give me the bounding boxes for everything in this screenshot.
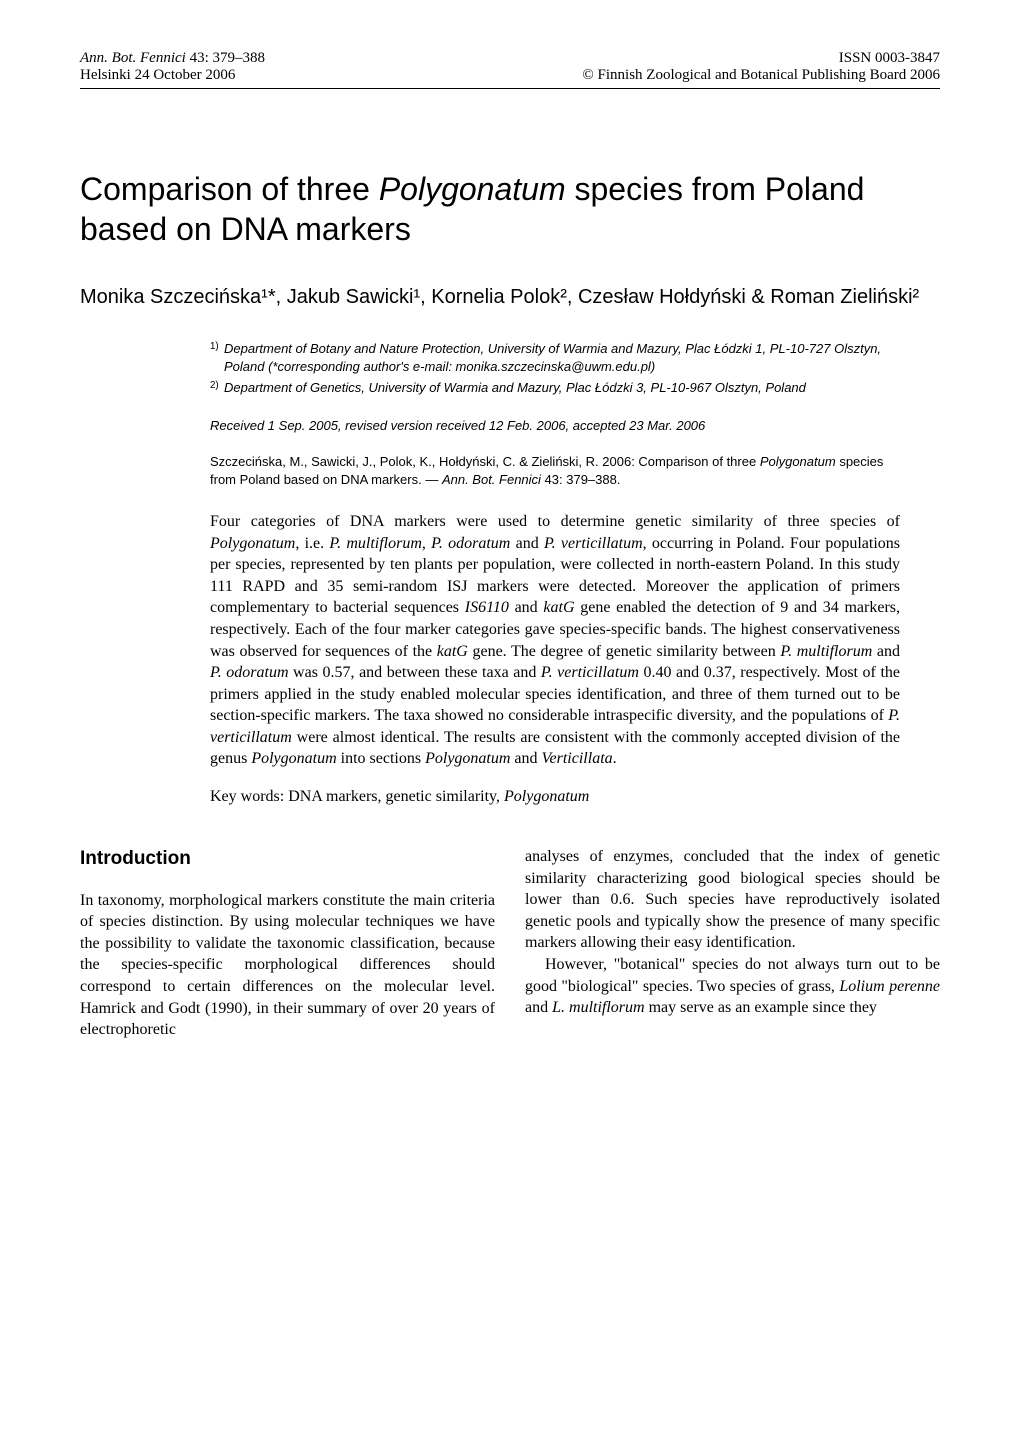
citation-genus: Polygonatum [760, 454, 836, 469]
p3-sp1: Lolium perenne [839, 978, 940, 995]
affiliations: 1) Department of Botany and Nature Prote… [210, 340, 900, 398]
p3-sp2: L. multiflorum [552, 999, 644, 1016]
authors: Monika Szczecińska¹*, Jakub Sawicki¹, Ko… [80, 284, 940, 310]
p3-mid: and [525, 999, 552, 1016]
header-left: Ann. Bot. Fennici 43: 379–388 Helsinki 2… [80, 50, 265, 84]
affiliation-2: 2) Department of Genetics, University of… [210, 379, 900, 397]
received-dates: Received 1 Sep. 2005, revised version re… [210, 418, 900, 433]
citation-journal: Ann. Bot. Fennici [442, 472, 541, 487]
p3-suffix: may serve as an example since they [645, 999, 877, 1016]
affiliation-1: 1) Department of Botany and Nature Prote… [210, 340, 900, 376]
affiliation-text: Department of Genetics, University of Wa… [224, 379, 806, 397]
issn: ISSN 0003-3847 [582, 50, 940, 67]
abstract: Four categories of DNA markers were used… [210, 511, 900, 770]
copyright: © Finnish Zoological and Botanical Publi… [582, 67, 940, 84]
affiliation-text: Department of Botany and Nature Protecti… [224, 340, 900, 376]
citation-pages: 43: 379–388. [541, 472, 621, 487]
body-columns: Introduction In taxonomy, morphological … [80, 846, 940, 1041]
citation: Szczecińska, M., Sawicki, J., Polok, K.,… [210, 453, 900, 489]
title-genus: Polygonatum [379, 171, 566, 207]
journal-header: Ann. Bot. Fennici 43: 379–388 Helsinki 2… [80, 50, 940, 89]
column-right: analyses of enzymes, concluded that the … [525, 846, 940, 1041]
intro-paragraph-2: analyses of enzymes, concluded that the … [525, 846, 940, 954]
citation-authors: Szczecińska, M., Sawicki, J., Polok, K.,… [210, 454, 760, 469]
keywords-species: Polygonatum [504, 788, 589, 805]
title-prefix: Comparison of three [80, 171, 379, 207]
introduction-heading: Introduction [80, 846, 495, 872]
journal-name: Ann. Bot. Fennici [80, 50, 186, 66]
article-title: Comparison of three Polygonatum species … [80, 169, 940, 249]
volume-pages: 43: 379–388 [190, 50, 265, 66]
keywords-label: Key words: DNA markers, genetic similari… [210, 788, 504, 805]
intro-paragraph-3: However, "botanical" species do not alwa… [525, 954, 940, 1019]
column-left: Introduction In taxonomy, morphological … [80, 846, 495, 1041]
location-date: Helsinki 24 October 2006 [80, 67, 265, 84]
header-right: ISSN 0003-3847 © Finnish Zoological and … [582, 50, 940, 84]
keywords: Key words: DNA markers, genetic similari… [210, 788, 900, 806]
journal-ref-line: Ann. Bot. Fennici 43: 379–388 [80, 50, 265, 67]
intro-paragraph-1: In taxonomy, morphological markers const… [80, 890, 495, 1041]
affiliation-num: 2) [210, 379, 224, 397]
affiliation-num: 1) [210, 340, 224, 376]
